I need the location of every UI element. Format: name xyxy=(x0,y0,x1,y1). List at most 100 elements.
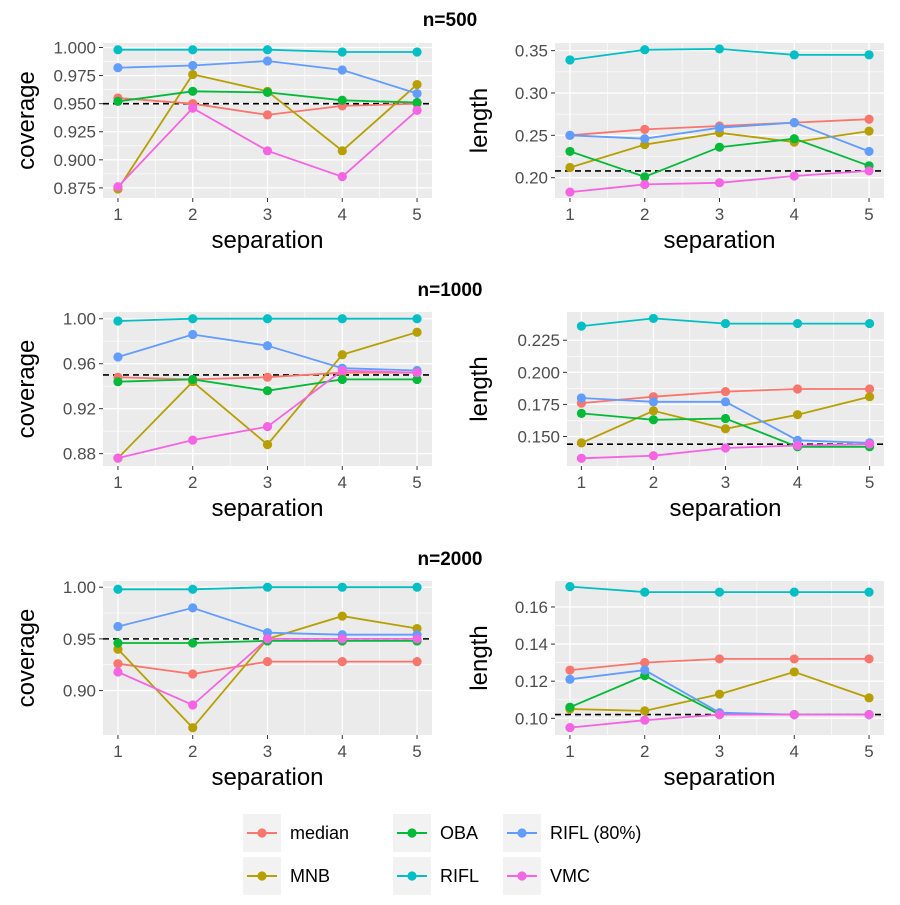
data-point xyxy=(714,123,725,133)
data-point xyxy=(113,63,123,73)
data-point xyxy=(188,638,198,648)
x-tick-label: 4 xyxy=(790,205,799,224)
data-point xyxy=(864,693,874,703)
data-point xyxy=(113,453,123,463)
data-point xyxy=(188,86,198,96)
data-point xyxy=(188,584,198,594)
data-point xyxy=(337,657,347,667)
data-point xyxy=(412,582,422,592)
data-point xyxy=(792,384,803,394)
data-point xyxy=(789,667,799,677)
legend-key-point xyxy=(407,871,417,881)
x-axis-title: separation xyxy=(211,227,323,254)
data-point xyxy=(648,406,659,416)
data-point xyxy=(565,146,575,157)
row-title: n=500 xyxy=(423,10,477,31)
data-point xyxy=(262,422,273,432)
panel-3: n=1000 0.88 0.92 0.96 1.00 1 2 3 4 5 separation cov… xyxy=(13,280,482,522)
data-point xyxy=(720,443,731,453)
x-axis-title: separation xyxy=(211,495,323,522)
y-axis-title: length xyxy=(466,88,493,153)
legend-item: RIFL (80%) xyxy=(503,814,641,852)
y-tick-label: 1.000 xyxy=(53,38,96,57)
data-point xyxy=(412,79,422,90)
legend-item: VMC xyxy=(503,857,590,895)
data-point xyxy=(789,171,799,181)
data-point xyxy=(864,384,875,394)
x-tick-label: 1 xyxy=(113,742,122,761)
data-point xyxy=(565,581,575,592)
data-point xyxy=(576,408,587,418)
legend-item: OBA xyxy=(393,814,478,852)
legend-label: RIFL xyxy=(440,866,479,886)
data-point xyxy=(789,587,799,597)
y-tick-label: 1.00 xyxy=(63,310,96,329)
data-point xyxy=(648,397,659,407)
data-point xyxy=(188,374,198,385)
x-tick-label: 4 xyxy=(338,205,347,224)
data-point xyxy=(714,689,725,699)
data-point xyxy=(565,722,575,733)
data-point xyxy=(648,415,659,425)
data-point xyxy=(640,134,650,144)
data-point xyxy=(714,178,725,188)
data-point xyxy=(864,654,874,664)
data-point xyxy=(412,327,422,337)
panel-1: n=500 0.875 0.900 0.925 0.950 0.975 1.000 1 2 3 4 5… xyxy=(13,10,477,254)
x-tick-label: 2 xyxy=(649,473,658,492)
data-point xyxy=(864,166,874,176)
data-point xyxy=(565,187,575,197)
data-point xyxy=(262,87,273,98)
data-point xyxy=(789,654,799,664)
data-point xyxy=(864,146,874,157)
x-axis-title: separation xyxy=(663,227,775,254)
data-point xyxy=(262,372,273,382)
data-point xyxy=(337,611,347,621)
legend-item: MNB xyxy=(243,857,330,895)
data-point xyxy=(720,413,731,424)
x-tick-label: 5 xyxy=(412,473,421,492)
y-tick-label: 0.16 xyxy=(515,598,548,617)
y-tick-label: 0.92 xyxy=(63,400,96,419)
data-point xyxy=(188,435,198,445)
data-point xyxy=(412,88,422,99)
data-point xyxy=(714,142,725,152)
x-tick-label: 4 xyxy=(338,742,347,761)
x-tick-label: 5 xyxy=(412,205,421,224)
x-axis-title: separation xyxy=(669,495,781,522)
data-point xyxy=(262,582,273,592)
data-point xyxy=(113,96,123,107)
data-point xyxy=(337,634,347,644)
panel-5: n=2000 0.90 0.95 1.00 1 2 3 4 5 separation coverag… xyxy=(13,549,482,791)
legend-item: RIFL xyxy=(393,857,479,895)
x-tick-label: 5 xyxy=(865,473,874,492)
data-point xyxy=(789,709,799,720)
y-tick-label: 0.12 xyxy=(515,672,548,691)
y-tick-label: 0.150 xyxy=(517,427,560,446)
data-point xyxy=(720,386,731,397)
y-axis-title: coverage xyxy=(13,609,40,708)
data-point xyxy=(262,440,273,450)
x-tick-label: 2 xyxy=(640,205,649,224)
legend-key-point xyxy=(517,871,527,881)
data-point xyxy=(337,65,347,75)
data-point xyxy=(337,582,347,592)
x-tick-label: 2 xyxy=(188,742,197,761)
data-point xyxy=(188,103,198,113)
y-tick-label: 0.35 xyxy=(515,42,548,61)
legend-label: RIFL (80%) xyxy=(550,823,641,843)
data-point xyxy=(337,374,347,385)
data-point xyxy=(864,392,875,402)
data-point xyxy=(188,723,198,733)
data-point xyxy=(720,318,731,329)
x-tick-label: 5 xyxy=(864,742,873,761)
data-point xyxy=(640,124,650,134)
data-point xyxy=(412,368,422,378)
data-point xyxy=(864,126,874,136)
data-point xyxy=(337,95,347,105)
data-point xyxy=(864,50,874,60)
data-point xyxy=(188,700,198,710)
data-point xyxy=(640,172,650,182)
data-point xyxy=(864,587,874,597)
